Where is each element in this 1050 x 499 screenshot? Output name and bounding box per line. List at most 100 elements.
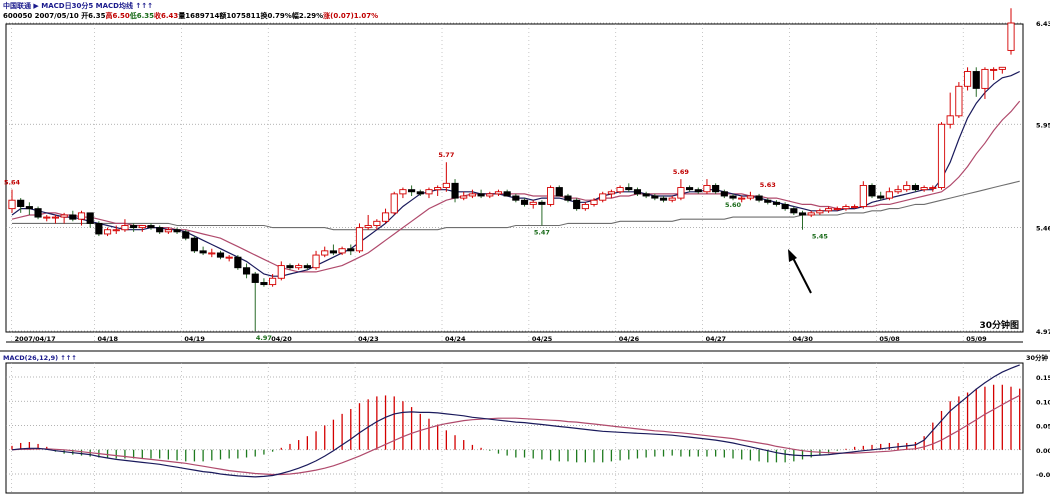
candle <box>712 183 720 194</box>
period-label: 30分钟图 <box>979 319 1019 331</box>
candle <box>651 193 659 201</box>
candle-body <box>972 71 980 89</box>
candle <box>286 263 294 270</box>
candle-body <box>234 256 242 269</box>
candle-body <box>520 199 529 205</box>
candle-body <box>477 193 485 197</box>
candle <box>251 271 259 331</box>
candle-body <box>816 210 824 214</box>
macd-y-tick-label: 0.00 <box>1036 447 1050 455</box>
candle <box>164 227 172 234</box>
candle <box>390 191 398 215</box>
candle <box>903 181 911 192</box>
candle <box>77 210 86 226</box>
candle <box>729 193 737 201</box>
candle <box>338 246 346 256</box>
candle <box>234 255 242 270</box>
candle-body <box>555 187 563 197</box>
candle <box>963 67 972 91</box>
candle <box>69 210 77 222</box>
macd-y-tick-label: -0.05 <box>1036 471 1050 479</box>
candle-body <box>329 250 337 254</box>
candle-body <box>920 187 928 191</box>
candle <box>720 189 728 199</box>
candle <box>911 183 920 192</box>
candle <box>225 255 233 262</box>
candle-body <box>990 68 998 71</box>
candle <box>842 204 850 211</box>
candle <box>599 191 607 203</box>
candle-body <box>651 195 659 199</box>
candle-body <box>842 206 850 210</box>
candle-body <box>529 201 537 205</box>
candle-body <box>277 265 285 279</box>
candle <box>347 244 355 256</box>
candle <box>555 185 563 197</box>
candle <box>199 246 207 256</box>
candle <box>738 195 746 203</box>
candle-body <box>303 265 311 269</box>
candle-body <box>712 184 720 193</box>
candle-body <box>512 195 520 201</box>
candle <box>686 185 694 192</box>
macd-frame <box>5 362 1024 494</box>
candle-body <box>112 229 120 232</box>
price-annotation-label: 5.45 <box>812 233 829 241</box>
candle-body <box>147 225 155 229</box>
date-tick-label: 2007/04/17 <box>15 335 56 343</box>
candle-body <box>399 189 407 195</box>
candle <box>451 179 459 203</box>
candle <box>824 206 833 213</box>
candle-body <box>25 206 33 210</box>
candle <box>703 179 711 194</box>
candle <box>408 185 416 196</box>
candle <box>468 189 476 199</box>
candle-body <box>833 208 841 211</box>
candle <box>798 210 807 230</box>
candle-body <box>590 199 598 205</box>
candle-body <box>686 187 694 191</box>
candle <box>920 185 928 192</box>
candle-body <box>373 220 381 226</box>
candle-body <box>798 212 807 216</box>
candle <box>764 198 772 205</box>
candle-body <box>364 225 372 229</box>
candle <box>216 250 225 260</box>
candle-body <box>573 199 581 210</box>
candle <box>851 204 859 209</box>
candle <box>642 191 650 199</box>
date-tick-label: 04/26 <box>619 335 640 343</box>
price-frame <box>5 23 1024 333</box>
candle <box>816 208 824 215</box>
candle-body <box>190 237 199 252</box>
candle <box>95 221 103 237</box>
quote-info-line: 600050 2007/05/10 开6.35高6.50低6.35收6.43量1… <box>3 11 378 21</box>
candle-body <box>625 187 633 191</box>
price-annotation-label: 5.64 <box>4 179 21 187</box>
candle <box>303 263 311 270</box>
candle-body <box>95 222 103 235</box>
date-tick-label: 05/09 <box>966 335 987 343</box>
candle-body <box>77 212 86 220</box>
candle <box>781 202 789 211</box>
date-tick-label: 05/08 <box>879 335 900 343</box>
macd-y-tick-label: 0.10 <box>1036 398 1050 406</box>
macd-y-tick-label: 0.05 <box>1036 423 1050 431</box>
turnover-value: 换0.79% <box>260 12 292 20</box>
candle-body <box>859 184 867 207</box>
candle <box>955 82 963 118</box>
candle-body <box>434 187 442 191</box>
candle <box>790 206 798 215</box>
open-value: 开6.35 <box>81 12 106 20</box>
candle <box>260 278 268 287</box>
candle <box>677 179 685 201</box>
candle-body <box>659 197 668 201</box>
candle-body <box>937 123 946 188</box>
period-corner-label: 30分钟 <box>1026 353 1049 362</box>
candle <box>625 183 633 192</box>
candle <box>112 225 120 234</box>
candle <box>182 229 190 241</box>
candle <box>616 185 624 194</box>
price-annotation-label: 5.63 <box>760 181 776 189</box>
candle-body <box>451 182 459 199</box>
